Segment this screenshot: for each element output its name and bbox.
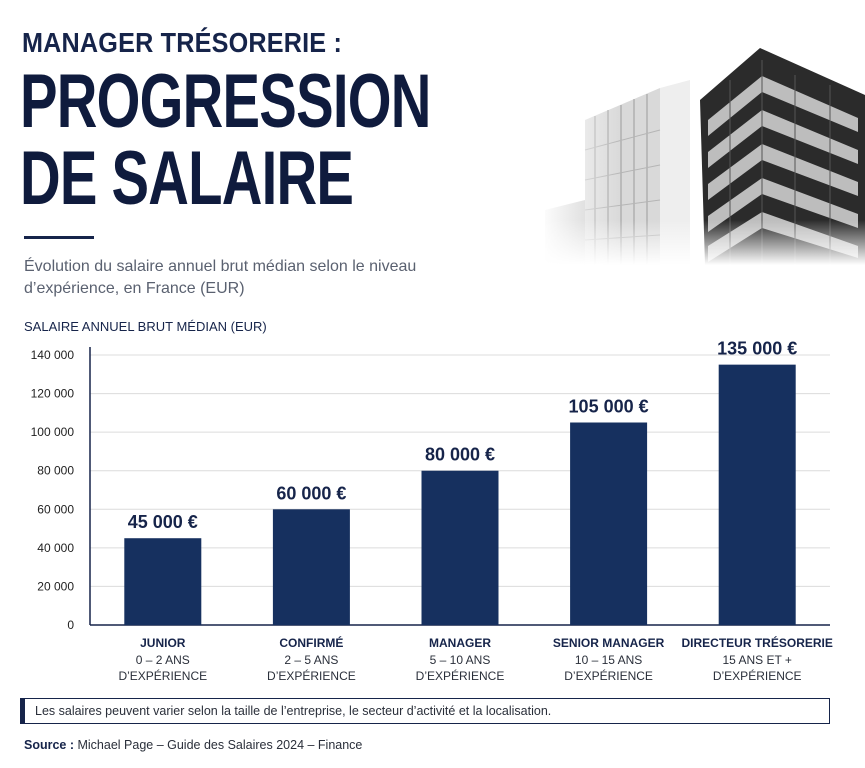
source-label: Source : — [24, 738, 75, 752]
x-category-detail: D’EXPÉRIENCE — [118, 668, 207, 683]
y-tick-label: 80 000 — [37, 464, 74, 478]
x-category-label: MANAGER — [429, 636, 491, 650]
y-tick-label: 120 000 — [31, 387, 75, 401]
source-line: Source : Michael Page – Guide des Salair… — [24, 738, 362, 752]
bar-value-label: 45 000 € — [128, 512, 198, 532]
bar — [272, 509, 350, 625]
bar — [570, 422, 648, 625]
bar — [718, 364, 796, 625]
x-category-label: CONFIRMÉ — [279, 635, 343, 650]
x-category-detail: D’EXPÉRIENCE — [416, 668, 505, 683]
x-category-detail: D’EXPÉRIENCE — [267, 668, 356, 683]
main-title-line-2: DE SALAIRE — [20, 136, 354, 221]
x-category-detail: 5 – 10 ANS — [430, 653, 491, 667]
x-category-detail: 2 – 5 ANS — [284, 653, 338, 667]
building-illustration — [540, 40, 865, 265]
main-title-line-1: PROGRESSION — [20, 59, 431, 144]
y-axis-title: SALAIRE ANNUEL BRUT MÉDIAN (EUR) — [24, 319, 267, 334]
x-category-label: JUNIOR — [140, 636, 186, 650]
bar — [124, 538, 202, 625]
bar-value-label: 80 000 € — [425, 445, 495, 465]
bar-value-label: 105 000 € — [569, 397, 649, 417]
y-tick-label: 60 000 — [37, 502, 74, 516]
bar — [421, 470, 499, 625]
y-tick-label: 20 000 — [37, 579, 74, 593]
y-tick-label: 40 000 — [37, 541, 74, 555]
x-category-label: SENIOR MANAGER — [553, 636, 665, 650]
source-text: Michael Page – Guide des Salaires 2024 –… — [74, 738, 363, 752]
y-tick-label: 140 000 — [31, 348, 75, 362]
subtitle: Évolution du salaire annuel brut médian … — [24, 258, 417, 297]
kicker-title: MANAGER TRÉSORERIE : — [22, 27, 343, 58]
y-tick-label: 0 — [67, 618, 74, 632]
title-divider — [24, 236, 94, 239]
y-tick-label: 100 000 — [31, 425, 75, 439]
disclaimer-note: Les salaires peuvent varier selon la tai… — [20, 698, 830, 724]
x-category-detail: 15 ANS ET + — [722, 653, 792, 667]
x-category-detail: 10 – 15 ANS — [575, 653, 642, 667]
x-category-label: DIRECTEUR TRÉSORERIE — [682, 635, 833, 650]
x-category-detail: 0 – 2 ANS — [136, 653, 190, 667]
bar-value-label: 60 000 € — [276, 483, 346, 503]
bar-value-label: 135 000 € — [717, 339, 797, 359]
x-category-detail: D’EXPÉRIENCE — [713, 668, 802, 683]
x-category-detail: D’EXPÉRIENCE — [564, 668, 653, 683]
